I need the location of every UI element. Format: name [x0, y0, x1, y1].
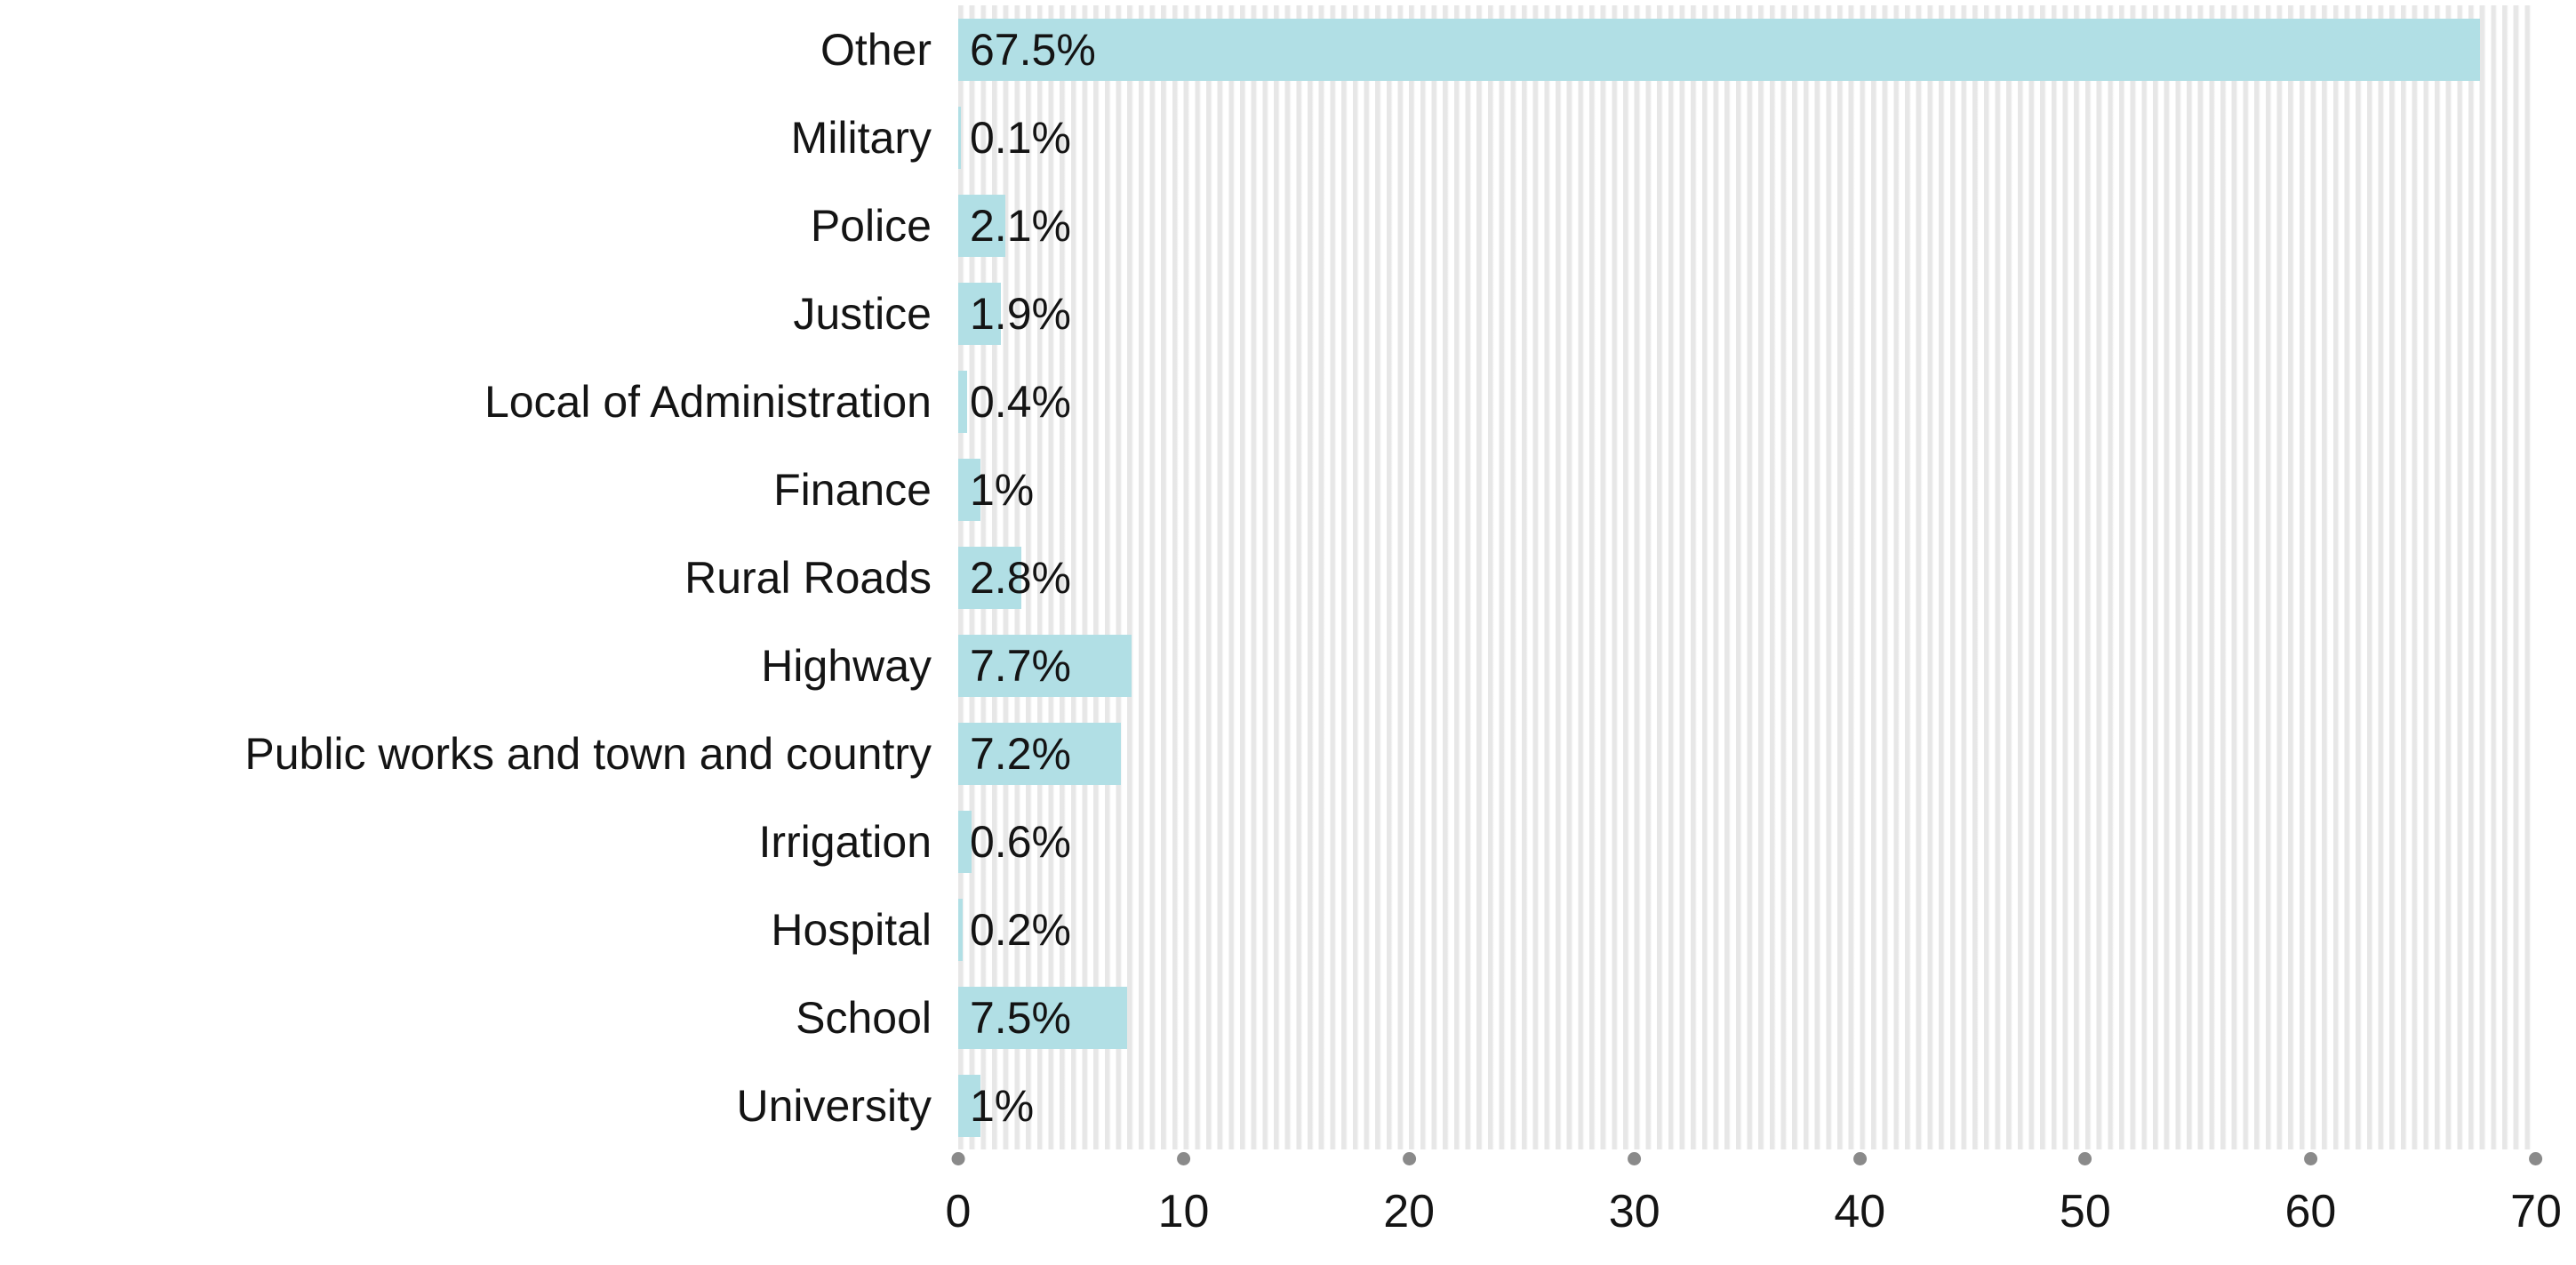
- bar-row: Rural Roads 2.8%: [0, 533, 2576, 621]
- value-label: 0.1%: [970, 112, 1071, 163]
- category-label: Other: [820, 24, 932, 75]
- value-label: 1%: [970, 464, 1035, 515]
- bar-row: Justice 1.9%: [0, 269, 2576, 357]
- bar-row: School 7.5%: [0, 973, 2576, 1061]
- bar[interactable]: [958, 458, 981, 521]
- value-label: 67.5%: [970, 24, 1096, 75]
- bar-row: Highway 7.7%: [0, 621, 2576, 709]
- value-label: 7.7%: [970, 640, 1071, 691]
- x-axis-tick: 50: [2060, 1152, 2111, 1235]
- plot-cell: 67.5%: [958, 5, 2536, 93]
- value-label: 7.2%: [970, 728, 1071, 779]
- x-axis-tick: 20: [1383, 1152, 1435, 1235]
- tick-dot-icon: [2078, 1152, 2092, 1165]
- bar-row: University 1%: [0, 1061, 2576, 1149]
- x-axis-tick: 30: [1609, 1152, 1660, 1235]
- plot-cell: 2.8%: [958, 533, 2536, 621]
- plot-cell: 0.1%: [958, 93, 2536, 181]
- category-label: School: [796, 992, 932, 1043]
- category-label: Military: [790, 112, 932, 163]
- bar-row: Other 67.5%: [0, 5, 2576, 93]
- bar[interactable]: [958, 722, 1121, 785]
- bar[interactable]: [958, 370, 968, 433]
- bar-row: Military 0.1%: [0, 93, 2576, 181]
- bar[interactable]: [958, 106, 961, 169]
- tick-dot-icon: [2303, 1152, 2317, 1165]
- bar[interactable]: [958, 194, 1006, 257]
- bar-row: Local of Administration 0.4%: [0, 357, 2576, 445]
- tick-dot-icon: [1402, 1152, 1416, 1165]
- tick-dot-icon: [1177, 1152, 1191, 1165]
- plot-cell: 1.9%: [958, 269, 2536, 357]
- plot-cell: 1%: [958, 1061, 2536, 1149]
- value-label: 0.2%: [970, 904, 1071, 955]
- bar[interactable]: [958, 1074, 981, 1137]
- bar-row: Irrigation 0.6%: [0, 797, 2576, 885]
- bar[interactable]: [958, 898, 964, 961]
- tick-label: 20: [1383, 1186, 1436, 1237]
- bar[interactable]: [958, 986, 1128, 1049]
- bar-row: Police 2.1%: [0, 181, 2576, 269]
- tick-label: 70: [2510, 1186, 2562, 1237]
- bar[interactable]: [958, 546, 1021, 609]
- bar-row: Finance 1%: [0, 445, 2576, 533]
- tick-dot-icon: [951, 1152, 965, 1165]
- plot-cell: 7.7%: [958, 621, 2536, 709]
- value-label: 0.6%: [970, 816, 1071, 867]
- plot-cell: 0.2%: [958, 885, 2536, 973]
- bar-row: Hospital 0.2%: [0, 885, 2576, 973]
- category-label: Highway: [761, 640, 932, 691]
- category-label: Police: [810, 200, 932, 251]
- value-label: 2.1%: [970, 200, 1071, 251]
- x-axis-tick: 40: [1834, 1152, 1885, 1235]
- value-label: 1%: [970, 1080, 1035, 1131]
- category-label: Hospital: [771, 904, 932, 955]
- bar-row: Public works and town and country 7.2%: [0, 709, 2576, 797]
- tick-label: 40: [1834, 1186, 1886, 1237]
- tick-dot-icon: [1852, 1152, 1867, 1165]
- category-label: Justice: [793, 288, 932, 339]
- bar[interactable]: [958, 810, 972, 873]
- plot-cell: 1%: [958, 445, 2536, 533]
- value-label: 1.9%: [970, 288, 1071, 339]
- x-axis: 0 10 20 30 40 50 60 70: [946, 1152, 2562, 1259]
- category-label: Local of Administration: [484, 376, 932, 427]
- x-axis-tick: 60: [2284, 1152, 2337, 1237]
- category-label: Rural Roads: [684, 552, 932, 603]
- x-axis-tick: 70: [2510, 1152, 2562, 1235]
- plot-cell: 2.1%: [958, 181, 2536, 269]
- plot-cell: 7.2%: [958, 709, 2536, 797]
- category-label: Irrigation: [758, 816, 932, 867]
- tick-label: 50: [2059, 1186, 2111, 1237]
- x-axis-tick: 10: [1157, 1152, 1210, 1237]
- tick-label: 0: [945, 1186, 972, 1237]
- plot-cell: 0.4%: [958, 357, 2536, 445]
- plot-cell: 7.5%: [958, 973, 2536, 1061]
- value-label: 7.5%: [970, 992, 1071, 1043]
- tick-label: 60: [2284, 1186, 2337, 1237]
- bar[interactable]: [958, 634, 1132, 697]
- bar[interactable]: [958, 282, 1002, 345]
- bar[interactable]: [958, 18, 2480, 81]
- tick-dot-icon: [2529, 1152, 2543, 1165]
- tick-label: 30: [1608, 1186, 1660, 1237]
- value-label: 2.8%: [970, 552, 1071, 603]
- category-label: Public works and town and country: [244, 728, 932, 779]
- plot-rows: Other 67.5% Military 0.1% Police 2.1% Ju…: [0, 5, 2576, 1149]
- plot-cell: 0.6%: [958, 797, 2536, 885]
- tick-label: 10: [1157, 1186, 1210, 1237]
- tick-dot-icon: [1628, 1152, 1642, 1165]
- x-axis-tick: 0: [945, 1152, 972, 1237]
- category-label: Finance: [773, 464, 932, 515]
- category-label: University: [736, 1080, 932, 1131]
- value-label: 0.4%: [970, 376, 1071, 427]
